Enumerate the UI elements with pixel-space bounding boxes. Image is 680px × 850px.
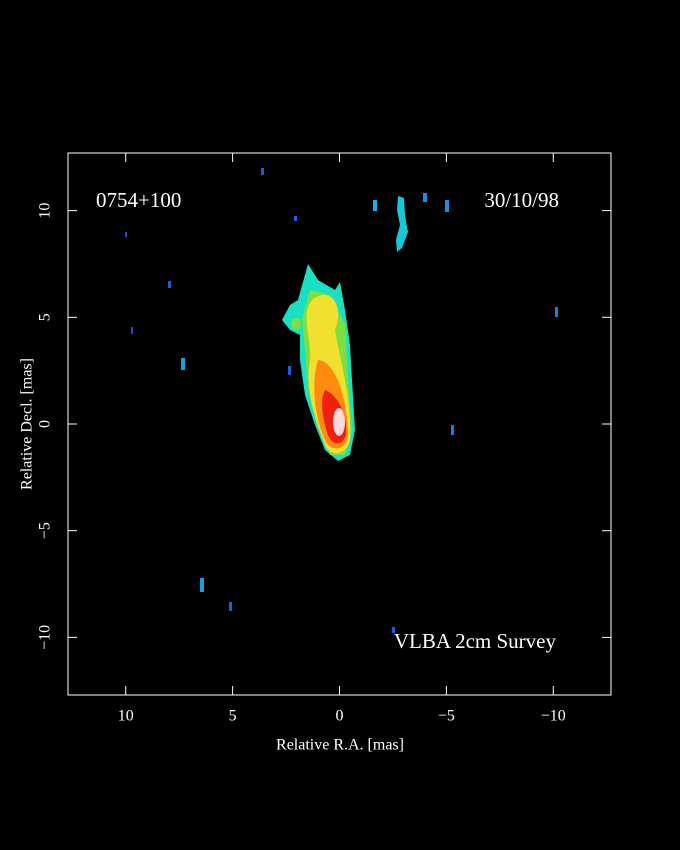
survey-label: VLBA 2cm Survey (394, 629, 557, 653)
source-image (125, 168, 558, 633)
x-tick-label: 0 (336, 708, 344, 725)
y-tick-label: 5 (37, 313, 54, 321)
x-tick-label: −5 (438, 708, 455, 725)
source-name: 0754+100 (96, 188, 181, 212)
y-axis-label: Relative Decl. [mas] (19, 358, 36, 490)
x-tick-label: 5 (229, 708, 237, 725)
y-tick-label: −10 (37, 625, 54, 650)
x-axis-label: Relative R.A. [mas] (276, 737, 404, 754)
y-tick-label: 0 (37, 420, 54, 428)
x-tick-label: 10 (118, 708, 134, 725)
x-tick-label: −10 (541, 708, 566, 725)
y-tick-label: −5 (37, 522, 54, 539)
y-tick-label: 10 (37, 203, 54, 219)
epoch: 30/10/98 (484, 188, 559, 212)
